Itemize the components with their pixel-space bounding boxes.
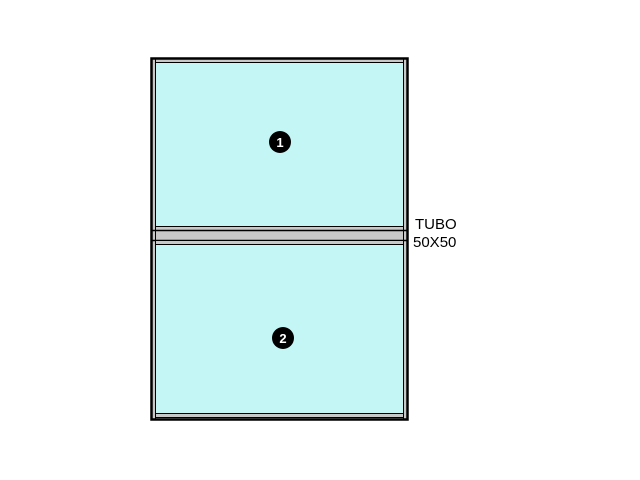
panel-number-badge-1: 1 (269, 131, 291, 153)
badge-circle-2 (272, 327, 294, 349)
top-bead-2 (155, 240, 404, 245)
transom-tube (150, 229, 409, 242)
badge-circle-1 (269, 131, 291, 153)
tube-annotation-line1: TUBO (415, 216, 457, 233)
outer-frame-outline (150, 57, 409, 421)
tube-annotation-line2: 50X50 (413, 234, 456, 251)
panel-number-badge-2: 2 (272, 327, 294, 349)
panel-number-1: 1 (276, 135, 283, 150)
bottom-bead-2 (155, 413, 404, 418)
panel-number-2: 2 (279, 331, 286, 346)
